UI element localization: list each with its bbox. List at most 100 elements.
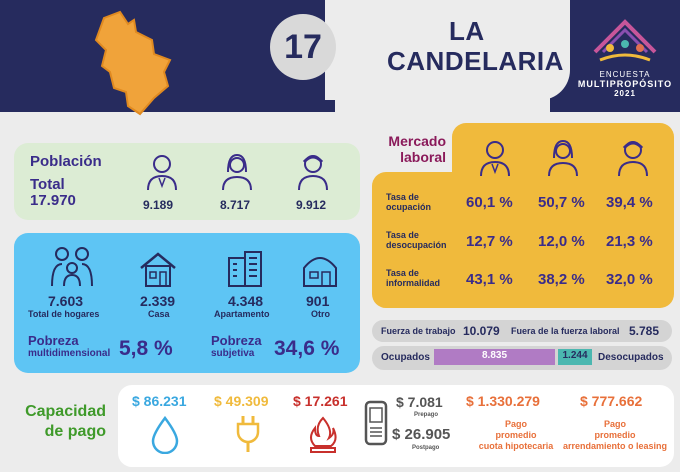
poverty-multi-label-1: Pobreza [28,333,79,348]
payment-title: Capacidad de pago [14,402,106,442]
poverty-subj-label-2: subjetiva [211,348,255,359]
labor-card-extension [372,172,472,308]
employed-bar-fill [434,349,555,365]
workforce-label: Fuerza de trabajo [381,326,456,336]
poverty-subj-label-1: Pobreza [211,333,262,348]
labor-row-informality-l1: Tasa de [386,268,419,278]
postpaid-label: Postpago [412,445,440,451]
households-apartment: 4.348 [228,293,264,309]
payment-title-1: Capacidad [25,403,106,420]
mortgage-label: Pago promedio cuota hipotecaria [456,419,576,452]
unemployment-youth: 21,3 % [606,233,653,250]
households-house-label: Casa [148,309,170,319]
locality-number: 17 [270,14,336,80]
logo-text-1: ENCUESTA [599,70,651,79]
households-other: 901 [306,293,330,309]
households-other-label: Otro [311,309,330,319]
poverty-subj-label: Pobreza subjetiva [211,333,262,359]
workforce-value: 10.079 [463,324,500,338]
households-total: 7.603 [48,293,84,309]
labor-row-occupation-label: Tasa de ocupación [386,192,431,212]
mortgage-label-1: Pago [504,419,527,429]
apartment-icon [225,248,265,288]
mortgage-value: $ 1.330.279 [466,393,540,409]
unemployed-value: 1.244 [562,350,588,361]
power-value: $ 49.309 [214,393,269,409]
survey-logo: ENCUESTA MULTIPROPÓSITO 2021 [575,12,675,98]
population-youth: 9.912 [296,198,327,212]
mortgage-label-3: cuota hipotecaria [478,441,554,451]
house-icon [138,250,178,288]
logo-text-3: 2021 [614,89,636,98]
woman-icon [220,152,254,192]
unemployed-label: Desocupados [598,352,664,363]
poverty-subj-value: 34,6 % [274,337,340,360]
employed-label: Ocupados [381,352,430,363]
prepaid-label: Prepago [414,412,439,418]
poverty-multi-label: Pobreza multidimensional [28,333,110,359]
outside-value: 5.785 [629,324,660,338]
phone-icon [364,400,388,446]
rent-label: Pago promedio arrendamiento o leasing [556,419,674,452]
water-drop-icon [151,416,179,454]
labor-row-unemployment-l2: desocupación [386,240,447,250]
poverty-multi-label-2: multidimensional [28,348,111,359]
other-dwelling-icon [300,250,340,288]
population-women: 8.717 [220,198,251,212]
mortgage-label-2: promedio [495,430,537,440]
outside-label: Fuera de la fuerza laboral [511,326,620,336]
rent-label-1: Pago [603,419,626,429]
population-label: Población [30,153,102,170]
payment-card [118,385,674,467]
labor-woman-icon [546,138,580,178]
logo-text-2: MULTIPROPÓSITO [577,79,673,89]
gas-value: $ 17.261 [293,393,348,409]
labor-row-informality-label: Tasa de informalidad [386,268,440,288]
population-card [14,143,360,220]
labor-title-2: laboral [400,149,446,165]
water-value: $ 86.231 [132,393,187,409]
rent-label-3: arrendamiento o leasing [562,441,668,451]
labor-row-unemployment-l1: Tasa de [386,230,419,240]
labor-man-icon [478,138,512,178]
unemployed-bar-fill [558,349,592,365]
plug-icon [234,414,262,454]
youth-icon [296,152,330,192]
occupation-men: 60,1 % [466,194,513,211]
informality-women: 38,2 % [538,271,585,288]
title-panel [325,0,570,100]
prepaid-value: $ 7.081 [396,394,443,410]
unemployment-men: 12,7 % [466,233,513,250]
labor-row-informality-l2: informalidad [386,278,441,288]
labor-title-1: Mercado [388,133,446,149]
poverty-multi-value: 5,8 % [119,337,173,360]
households-apartment-label: Apartamento [214,309,270,319]
labor-title: Mercado laboral [374,133,446,165]
postpaid-value: $ 26.905 [392,426,451,443]
locality-map-icon [90,10,180,120]
page-title: LA CANDELARIA [387,16,564,76]
payment-title-2: de pago [44,423,106,440]
households-house: 2.339 [140,293,176,309]
households-card [14,233,360,373]
labor-row-occupation-l2: ocupación [386,202,432,212]
man-icon [145,152,179,192]
labor-row-unemployment-label: Tasa de desocupación [386,230,447,250]
flame-icon [307,416,339,454]
population-men: 9.189 [143,198,174,212]
rent-label-2: promedio [594,430,636,440]
workforce-bar [372,320,672,342]
informality-men: 43,1 % [466,271,513,288]
employed-value: 8.835 [481,350,508,361]
occupation-youth: 39,4 % [606,194,653,211]
informality-youth: 32,0 % [606,271,653,288]
labor-youth-icon [616,138,650,178]
population-total: 17.970 [30,192,76,209]
population-total-label: Total [30,176,65,193]
rent-value: $ 777.662 [580,393,643,409]
town-line-1: LA [449,16,485,46]
unemployment-women: 12,0 % [538,233,585,250]
households-total-label: Total de hogares [28,309,100,319]
occupation-women: 50,7 % [538,194,585,211]
labor-row-occupation-l1: Tasa de [386,192,419,202]
